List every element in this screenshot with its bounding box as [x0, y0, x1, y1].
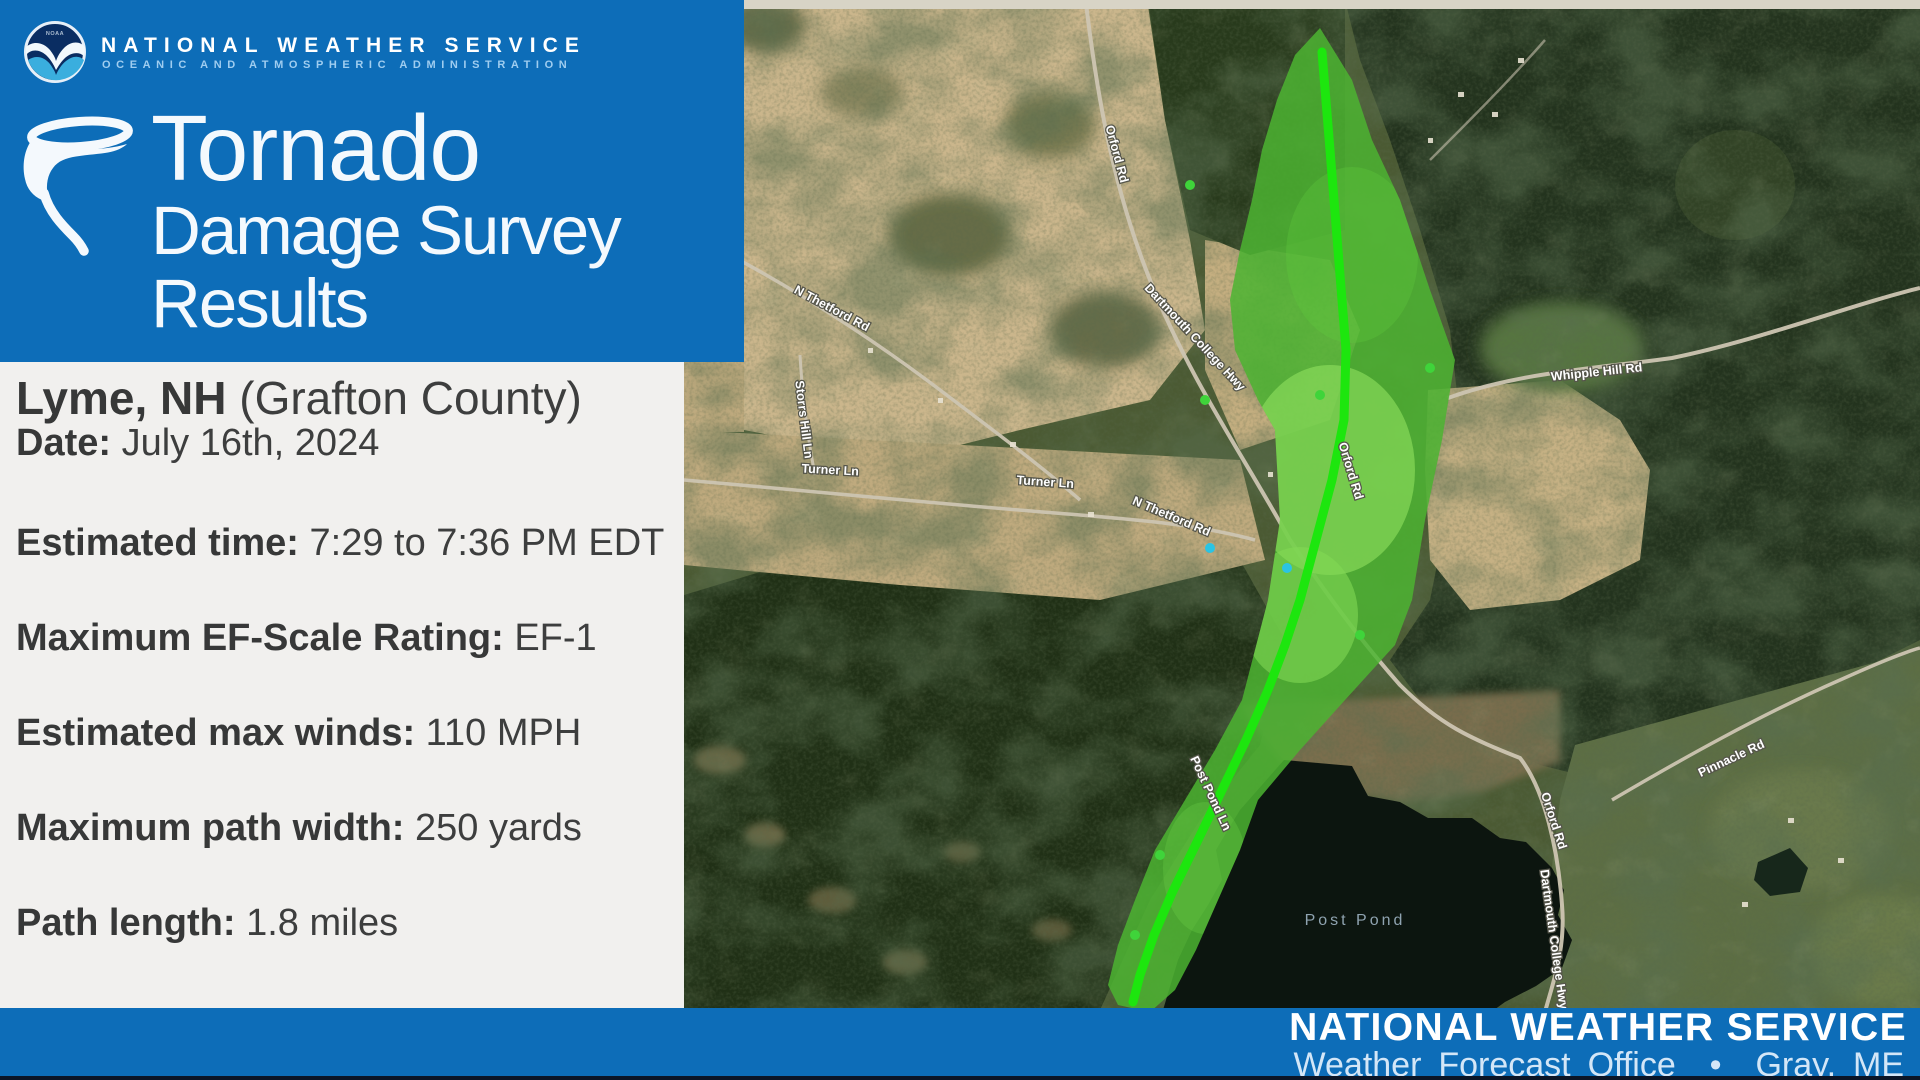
- svg-text:NOAA: NOAA: [46, 31, 64, 37]
- svg-text:Turner Ln: Turner Ln: [1016, 473, 1074, 491]
- svg-text:Turner Ln: Turner Ln: [801, 462, 859, 479]
- svg-text:Post Pond: Post Pond: [1305, 912, 1406, 929]
